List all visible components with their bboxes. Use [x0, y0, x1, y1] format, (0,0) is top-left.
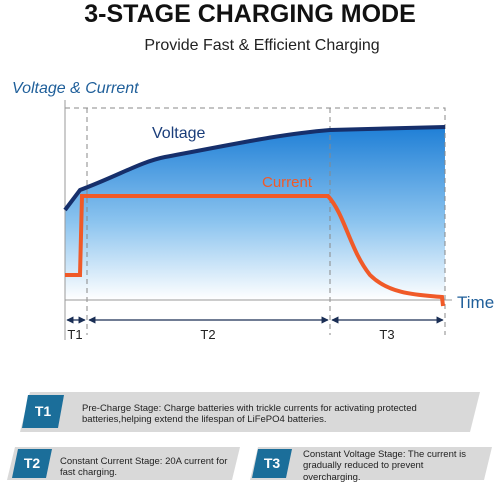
banner — [7, 447, 240, 480]
stage-tag: T2 — [200, 327, 215, 342]
badge — [12, 449, 52, 478]
subtitle: Provide Fast & Efficient Charging — [144, 37, 379, 54]
x-label: Time — [457, 293, 494, 312]
stage-tag: T3 — [379, 327, 394, 342]
voltage-curve — [63, 125, 446, 212]
guides — [65, 107, 446, 335]
y-label: Voltage & Current — [12, 80, 139, 97]
banner — [250, 447, 492, 480]
stage-description: Constant Current Stage: 20A current for … — [60, 456, 228, 479]
voltage-label: Voltage — [152, 125, 205, 142]
title: 3-STAGE CHARGING MODE — [84, 0, 416, 28]
current-label: Current — [262, 174, 313, 191]
badge-label: T2 — [24, 455, 41, 471]
area — [65, 127, 445, 300]
stage-description: Constant Voltage Stage: The current is g… — [303, 449, 467, 483]
stage-description: Pre-Charge Stage: Charge batteries with … — [82, 403, 417, 426]
banner — [20, 392, 480, 432]
current-curve — [65, 194, 445, 307]
badge-label: T3 — [264, 455, 281, 471]
badge — [252, 449, 292, 478]
badge — [22, 395, 64, 428]
stage-tag: T1 — [67, 327, 82, 342]
badge-label: T1 — [35, 403, 52, 419]
